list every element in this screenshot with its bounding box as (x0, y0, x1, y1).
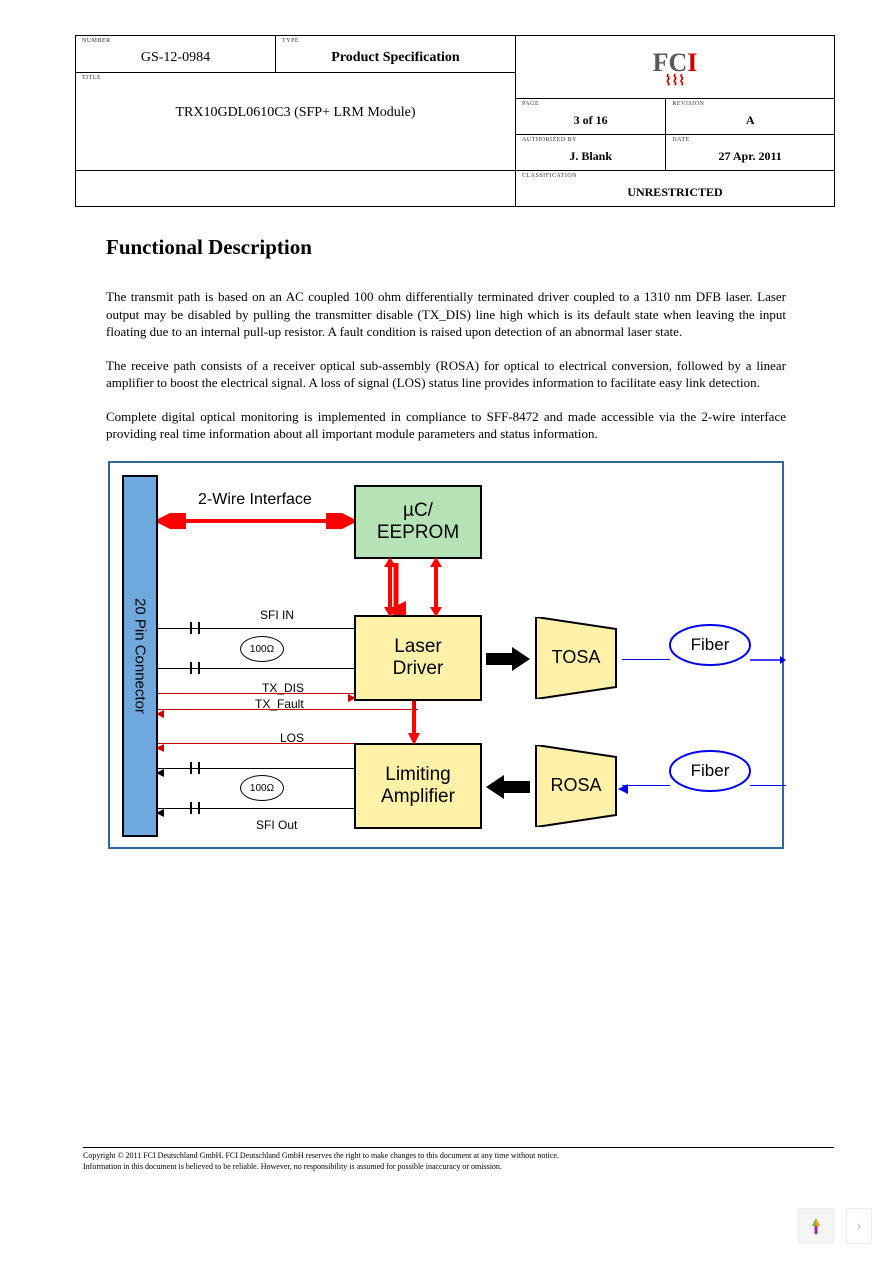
paragraph-1: The transmit path is based on an AC coup… (106, 288, 786, 341)
block-diagram: 20 Pin Connector 2-Wire Interface µC/ EE… (108, 461, 784, 849)
terminator-2: 100Ω (240, 775, 284, 801)
doc-type: Product Specification (282, 44, 509, 70)
fiber-2: Fiber (666, 747, 754, 795)
copyright: Copyright © 2011 FCI Deutschland GmbH. F… (83, 1151, 834, 1161)
next-page-button[interactable]: › (846, 1208, 872, 1244)
logo: FCI ⌇⌇⌇ (522, 38, 828, 96)
header-table: NUMBER GS-12-0984 TYPE Product Specifica… (75, 35, 835, 207)
section-heading: Functional Description (106, 235, 786, 260)
auth-by: J. Blank (522, 143, 659, 168)
terminator-1: 100Ω (240, 636, 284, 662)
wire-interface-label: 2-Wire Interface (198, 491, 312, 509)
red-arrow-2wire (158, 513, 354, 534)
doc-number: GS-12-0984 (82, 44, 269, 70)
revision: A (672, 107, 828, 132)
app-icon[interactable] (798, 1208, 834, 1244)
disclaimer: Information in this document is believed… (83, 1162, 834, 1172)
black-arrow-rosa-limit (486, 775, 530, 804)
pager: › (798, 1208, 872, 1244)
limiting-amp-block: Limiting Amplifier (354, 743, 482, 829)
sfi-out-label: SFI Out (256, 818, 297, 832)
doc-title: TRX10GDL0610C3 (SFP+ LRM Module) (82, 81, 509, 145)
eeprom-block: µC/ EEPROM (354, 485, 482, 559)
black-arrow-laser-tosa (486, 647, 530, 676)
paragraph-2: The receive path consists of a receiver … (106, 357, 786, 392)
tosa-block: TOSA (528, 617, 624, 699)
sfi-in-label: SFI IN (260, 608, 294, 622)
connector-block: 20 Pin Connector (122, 475, 158, 837)
page-num: 3 of 16 (522, 107, 659, 132)
laser-driver-block: Laser Driver (354, 615, 482, 701)
classification: UNRESTRICTED (522, 179, 828, 204)
footer: Copyright © 2011 FCI Deutschland GmbH. F… (83, 1147, 834, 1172)
paragraph-3: Complete digital optical monitoring is i… (106, 408, 786, 443)
fiber-1: Fiber (666, 621, 754, 669)
doc-date: 27 Apr. 2011 (672, 143, 828, 168)
rosa-block: ROSA (528, 745, 624, 827)
